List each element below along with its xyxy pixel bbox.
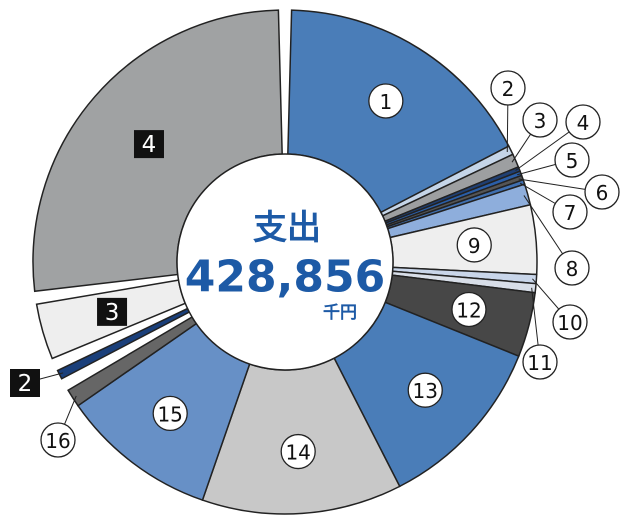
label-circle — [554, 142, 590, 178]
center-title: 支出 — [253, 208, 321, 248]
label-circle — [565, 104, 601, 140]
center-unit: 千円 — [323, 303, 357, 323]
slice-label: 8 — [566, 257, 579, 281]
slice-label: 3 — [534, 109, 547, 133]
label-circle — [40, 422, 76, 458]
slice-label: 13 — [413, 379, 438, 403]
slice-label: 14 — [285, 441, 310, 465]
label-circle — [552, 304, 588, 340]
slice-label: 7 — [564, 201, 577, 225]
center-total: 428,856 — [185, 252, 385, 303]
slice-label: 6 — [596, 181, 609, 205]
label-circle — [407, 372, 443, 408]
slice-label: 4 — [577, 111, 590, 135]
slice-label: 12 — [456, 298, 481, 322]
label-circle — [554, 250, 590, 286]
label-circle — [280, 433, 316, 470]
slice-label: 3 — [105, 300, 120, 326]
slice-label: 2 — [502, 77, 515, 101]
label-circle — [451, 291, 487, 328]
label-circle — [552, 194, 588, 230]
label-box — [97, 297, 128, 326]
label-circle — [522, 102, 558, 138]
slice-label: 2 — [18, 371, 33, 397]
slice-label: 9 — [468, 234, 481, 258]
label-box — [10, 369, 40, 397]
slice-label: 1 — [379, 90, 392, 114]
label-circle — [490, 70, 526, 106]
slice-label: 15 — [157, 402, 182, 426]
slice-label: 4 — [142, 132, 157, 158]
label-box — [133, 130, 164, 159]
slice-label: 10 — [557, 311, 582, 335]
donut-hole — [176, 153, 394, 371]
slice-label: 11 — [527, 351, 552, 375]
slice-label: 16 — [45, 429, 70, 453]
label-circle — [152, 395, 188, 432]
label-circle — [584, 174, 620, 210]
label-circle — [368, 83, 404, 119]
slice-label: 5 — [566, 149, 579, 173]
label-circle — [522, 344, 558, 380]
label-circle — [456, 227, 492, 263]
